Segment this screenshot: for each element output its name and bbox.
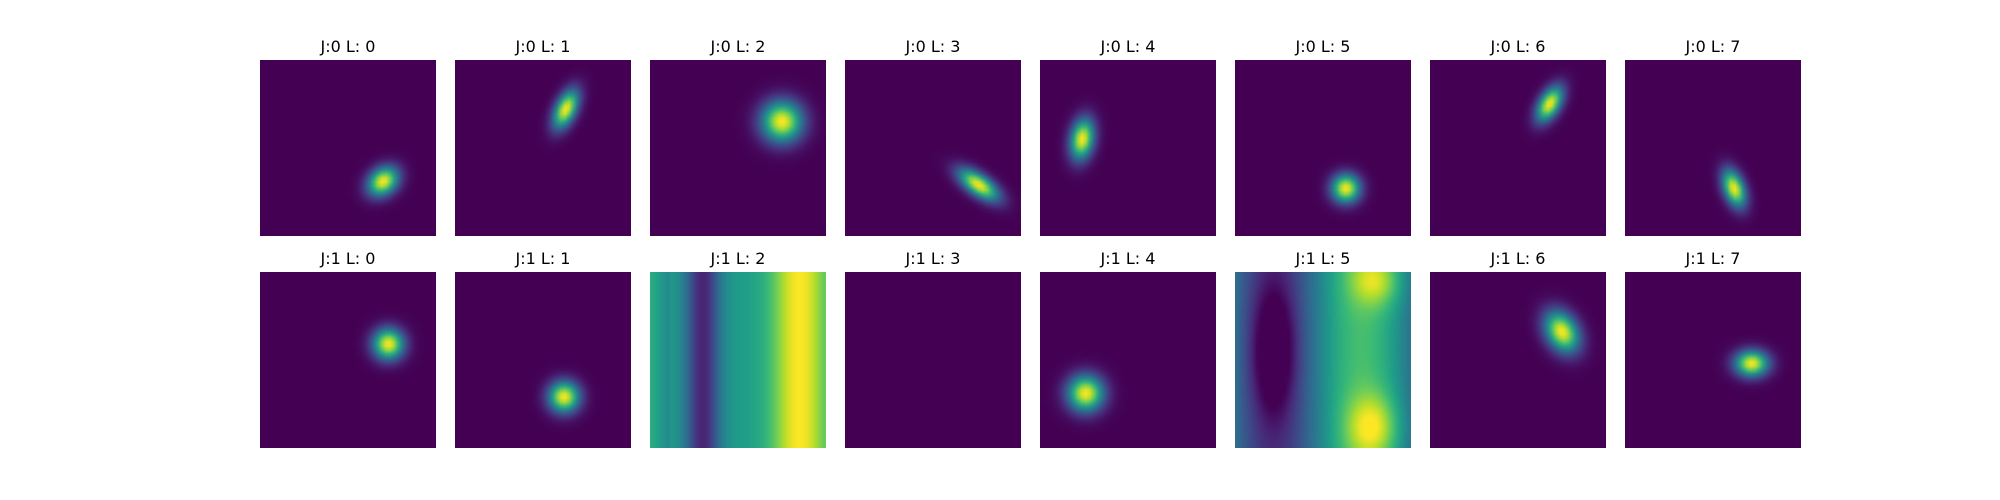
panel-title: J:0 L: 4 (1100, 37, 1156, 56)
panel-title: J:1 L: 4 (1100, 249, 1156, 268)
panel-1-2: J:0 L: 1 (455, 37, 631, 236)
panel-1-5: J:0 L: 4 (1040, 37, 1216, 236)
panel-title: J:1 L: 7 (1685, 249, 1741, 268)
panel-2-7: J:1 L: 6 (1430, 249, 1606, 448)
panel-title: J:1 L: 0 (320, 249, 376, 268)
panel-heatmap-image (1625, 60, 1801, 236)
panel-heatmap-image (650, 272, 826, 448)
panel-title: J:0 L: 6 (1490, 37, 1546, 56)
panel-title: J:0 L: 5 (1295, 37, 1351, 56)
panel-heatmap-image (1430, 272, 1606, 448)
panel-1-3: J:0 L: 2 (650, 37, 826, 236)
panel-1-6: J:0 L: 5 (1235, 37, 1411, 236)
panel-heatmap-image (260, 60, 436, 236)
panel-heatmap-image (455, 60, 631, 236)
panel-heatmap-image (455, 272, 631, 448)
panel-title: J:0 L: 2 (710, 37, 766, 56)
panel-title: J:0 L: 1 (515, 37, 571, 56)
panel-1-8: J:0 L: 7 (1625, 37, 1801, 236)
panel-heatmap-image (845, 60, 1021, 236)
panel-heatmap-image (1040, 60, 1216, 236)
panel-heatmap-image (260, 272, 436, 448)
panel-1-1: J:0 L: 0 (260, 37, 436, 236)
panel-title: J:1 L: 1 (515, 249, 571, 268)
panel-title: J:0 L: 7 (1685, 37, 1741, 56)
panel-heatmap-image (1235, 60, 1411, 236)
panel-2-3: J:1 L: 2 (650, 249, 826, 448)
panel-title: J:0 L: 3 (905, 37, 961, 56)
panel-heatmap-image (1430, 60, 1606, 236)
panel-2-1: J:1 L: 0 (260, 249, 436, 448)
panel-2-4: J:1 L: 3 (845, 249, 1021, 448)
panel-heatmap-image (845, 272, 1021, 448)
panels-layer: J:0 L: 0 J:0 L: 1 J:0 L: 2 J:0 L: 3 J:0 L: 4… (260, 37, 1801, 448)
panel-1-7: J:0 L: 6 (1430, 37, 1606, 236)
panel-1-4: J:0 L: 3 (845, 37, 1021, 236)
panel-title: J:1 L: 2 (710, 249, 766, 268)
panel-title: J:1 L: 3 (905, 249, 961, 268)
panel-2-6: J:1 L: 5 (1235, 249, 1411, 448)
panel-heatmap-image (1625, 272, 1801, 448)
panel-heatmap-image (650, 60, 826, 236)
panel-heatmap-image (1040, 272, 1216, 448)
panel-title: J:0 L: 0 (320, 37, 376, 56)
panel-heatmap-image (1235, 272, 1411, 448)
panel-2-5: J:1 L: 4 (1040, 249, 1216, 448)
panel-2-8: J:1 L: 7 (1625, 249, 1801, 448)
panel-title: J:1 L: 6 (1490, 249, 1546, 268)
panel-title: J:1 L: 5 (1295, 249, 1351, 268)
panel-2-2: J:1 L: 1 (455, 249, 631, 448)
